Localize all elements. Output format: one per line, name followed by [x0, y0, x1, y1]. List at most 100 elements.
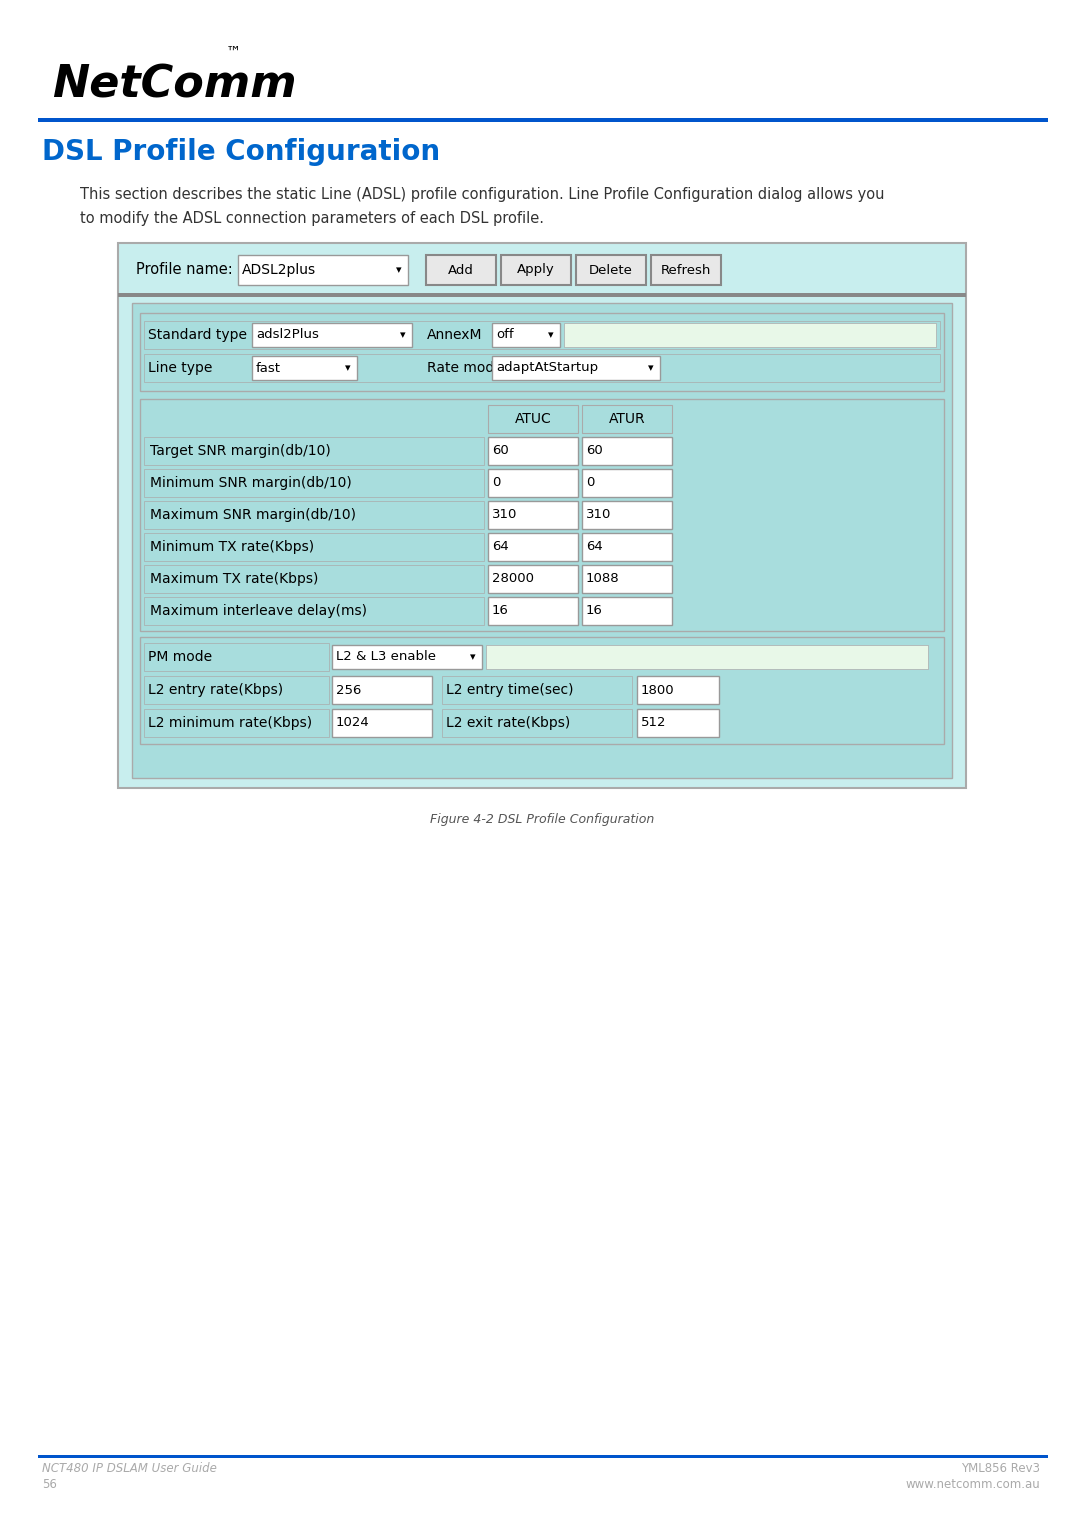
Bar — [144, 565, 484, 592]
Bar — [488, 565, 578, 592]
Text: NCT480 IP DSLAM User Guide: NCT480 IP DSLAM User Guide — [42, 1463, 217, 1475]
Bar — [332, 644, 482, 669]
Bar — [582, 405, 672, 434]
Bar — [144, 405, 484, 434]
Bar — [582, 501, 672, 528]
Text: 64: 64 — [586, 541, 603, 553]
Bar — [442, 676, 632, 704]
Bar — [132, 302, 951, 777]
Text: ▾: ▾ — [648, 363, 653, 373]
Bar — [488, 501, 578, 528]
Text: 28000: 28000 — [492, 573, 534, 585]
Bar — [582, 565, 672, 592]
Text: 60: 60 — [586, 444, 603, 458]
Bar — [492, 356, 660, 380]
Text: ATUR: ATUR — [609, 412, 646, 426]
Bar — [651, 255, 721, 286]
Bar — [488, 597, 578, 625]
Bar — [140, 399, 944, 631]
Text: ▾: ▾ — [470, 652, 475, 663]
Text: L2 entry rate(Kbps): L2 entry rate(Kbps) — [148, 683, 283, 696]
Bar — [488, 405, 578, 434]
Text: Standard type: Standard type — [148, 328, 247, 342]
Bar — [576, 255, 646, 286]
Text: Apply: Apply — [517, 264, 555, 276]
Text: 56: 56 — [42, 1478, 57, 1492]
Text: Target SNR margin(db/10): Target SNR margin(db/10) — [150, 444, 330, 458]
Bar — [488, 533, 578, 560]
Bar — [564, 324, 936, 347]
Bar — [426, 255, 496, 286]
Text: Delete: Delete — [589, 264, 633, 276]
Text: 16: 16 — [586, 605, 603, 617]
Bar — [637, 676, 719, 704]
Bar — [38, 118, 1048, 122]
Text: ▾: ▾ — [548, 330, 554, 341]
Bar — [144, 533, 484, 560]
Text: off: off — [496, 328, 514, 342]
Text: Refresh: Refresh — [661, 264, 712, 276]
Bar — [144, 501, 484, 528]
Text: adaptAtStartup: adaptAtStartup — [496, 362, 598, 374]
Bar — [332, 709, 432, 738]
Text: Minimum SNR margin(db/10): Minimum SNR margin(db/10) — [150, 476, 352, 490]
Bar — [582, 533, 672, 560]
Bar — [492, 324, 561, 347]
Text: AnnexM: AnnexM — [427, 328, 483, 342]
Text: 310: 310 — [492, 508, 517, 522]
Text: 0: 0 — [586, 476, 594, 490]
Text: adsl2Plus: adsl2Plus — [256, 328, 319, 342]
Text: Add: Add — [448, 264, 474, 276]
Bar — [582, 469, 672, 496]
Text: 1800: 1800 — [642, 684, 675, 696]
Text: Maximum TX rate(Kbps): Maximum TX rate(Kbps) — [150, 573, 319, 586]
Text: 64: 64 — [492, 541, 509, 553]
Text: ATUC: ATUC — [515, 412, 552, 426]
Text: www.netcomm.com.au: www.netcomm.com.au — [905, 1478, 1040, 1492]
Text: Profile name:: Profile name: — [136, 263, 233, 278]
Text: Line type: Line type — [148, 360, 213, 376]
Text: L2 & L3 enable: L2 & L3 enable — [336, 651, 436, 664]
Text: YML856 Rev3: YML856 Rev3 — [961, 1463, 1040, 1475]
Text: Minimum TX rate(Kbps): Minimum TX rate(Kbps) — [150, 541, 314, 554]
Text: ▾: ▾ — [345, 363, 351, 373]
Bar — [488, 437, 578, 466]
Bar — [118, 293, 966, 296]
Text: 16: 16 — [492, 605, 509, 617]
Bar — [144, 709, 329, 738]
Text: PM mode: PM mode — [148, 651, 212, 664]
Bar — [38, 1455, 1048, 1458]
Bar — [486, 644, 928, 669]
Bar — [252, 356, 357, 380]
Text: Rate mode: Rate mode — [427, 360, 503, 376]
Bar — [637, 709, 719, 738]
Bar — [252, 324, 411, 347]
Bar — [144, 354, 940, 382]
Bar — [118, 243, 966, 788]
Text: L2 minimum rate(Kbps): L2 minimum rate(Kbps) — [148, 716, 312, 730]
Bar — [140, 313, 944, 391]
Text: ▾: ▾ — [396, 266, 402, 275]
Bar — [501, 255, 571, 286]
Bar — [488, 469, 578, 496]
Bar — [144, 676, 329, 704]
Text: DSL Profile Configuration: DSL Profile Configuration — [42, 137, 441, 166]
Bar — [144, 437, 484, 466]
Text: L2 entry time(sec): L2 entry time(sec) — [446, 683, 573, 696]
Text: Figure 4-2 DSL Profile Configuration: Figure 4-2 DSL Profile Configuration — [430, 814, 654, 826]
Text: 0: 0 — [492, 476, 500, 490]
Bar — [582, 437, 672, 466]
Text: NetComm: NetComm — [52, 64, 297, 107]
Bar — [238, 255, 408, 286]
Bar — [144, 469, 484, 496]
Text: This section describes the static Line (ADSL) profile configuration. Line Profil: This section describes the static Line (… — [80, 188, 885, 203]
Bar — [144, 597, 484, 625]
Bar — [144, 643, 329, 670]
Text: ▾: ▾ — [400, 330, 406, 341]
Text: ADSL2plus: ADSL2plus — [242, 263, 316, 276]
Text: L2 exit rate(Kbps): L2 exit rate(Kbps) — [446, 716, 570, 730]
Text: 1024: 1024 — [336, 716, 369, 730]
Text: 512: 512 — [642, 716, 666, 730]
Bar — [140, 637, 944, 744]
Bar — [332, 676, 432, 704]
